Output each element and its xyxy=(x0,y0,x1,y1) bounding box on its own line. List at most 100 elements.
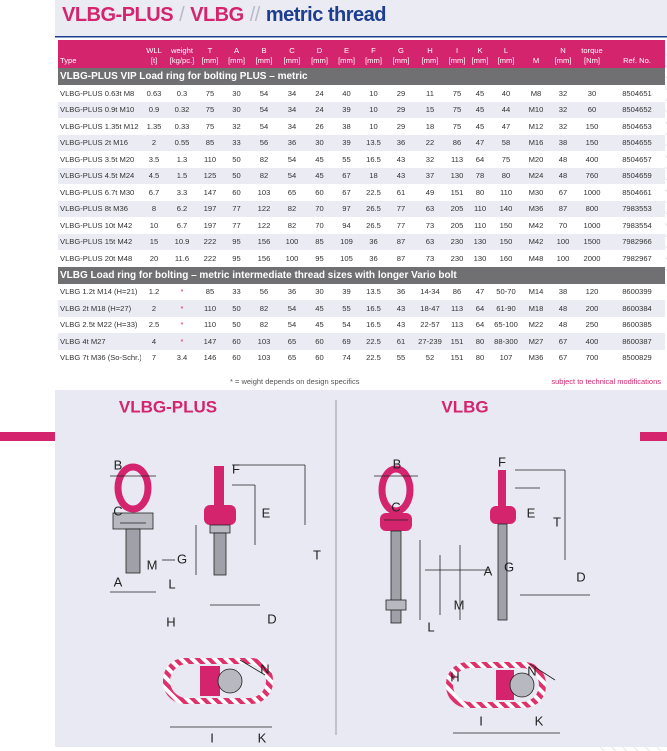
table-cell: 47 xyxy=(469,134,491,151)
table-cell: 36 xyxy=(387,134,415,151)
section-row: VLBG Load ring for bolting – metric inte… xyxy=(58,266,665,284)
table-row: VLBG-PLUS 15t M42 15 10.9 222 95 156 100 85 109 3… xyxy=(58,233,665,250)
table-cell: 75 xyxy=(445,101,469,118)
note: subject to technical modifications xyxy=(551,377,661,386)
table-cell: * xyxy=(167,300,197,317)
table-cell: 1.2 xyxy=(141,283,167,300)
table-cell: * xyxy=(167,333,197,350)
table-cell: 197 xyxy=(197,200,223,217)
table-cell: 110 xyxy=(197,300,223,317)
column-unit: [t] xyxy=(150,56,158,65)
table-cell: 27-239 xyxy=(415,333,445,350)
table-cell: 45 xyxy=(469,85,491,102)
table-cell: VLBG 1.2t M14 (H=21) xyxy=(58,283,141,300)
column-unit: [mm] xyxy=(255,56,273,65)
slash: / xyxy=(179,4,185,26)
table-cell: * xyxy=(167,316,197,333)
table-cell: 88-300 xyxy=(491,333,521,350)
table-cell: M8 xyxy=(521,85,551,102)
column-unit: [mm] xyxy=(421,56,439,65)
table-cell: 15 xyxy=(415,101,445,118)
dimension-label: K xyxy=(535,713,544,728)
table-cell: 10.9 xyxy=(167,233,197,250)
table-cell: 8600385 xyxy=(609,316,665,333)
table-cell: 86 xyxy=(445,134,469,151)
table-cell: 700 xyxy=(575,349,609,366)
table-cell: 87 xyxy=(387,250,415,267)
table-cell: 156 xyxy=(250,233,278,250)
table-cell: 45 xyxy=(306,300,333,317)
table-cell: 1.35 xyxy=(141,118,167,135)
column-header: N [mm] xyxy=(551,40,575,68)
table-cell: 61 xyxy=(387,333,415,350)
column-unit: [kg/pc.] xyxy=(169,56,195,65)
table-cell: 67 xyxy=(551,333,575,350)
table-cell: 77 xyxy=(223,217,250,234)
column-header: A [mm] xyxy=(223,40,250,68)
table-row: VLBG-PLUS 0.63t M8 0.63 0.3 75 30 54 34 24 40 10 2… xyxy=(58,85,665,102)
table-cell: 2 xyxy=(141,300,167,317)
table-row: VLBG-PLUS 1.35t M12 1.35 0.33 75 32 54 34 26 38 1… xyxy=(58,118,665,135)
table-cell: 13.5 xyxy=(360,283,387,300)
table-cell: 50 xyxy=(223,151,250,168)
table-cell: 0.63 xyxy=(141,85,167,102)
dimension-label: H xyxy=(166,614,175,629)
column-header: Type xyxy=(58,40,141,68)
table-cell: M36 xyxy=(521,200,551,217)
table-cell: 82 xyxy=(250,151,278,168)
table-cell: 24 xyxy=(306,85,333,102)
table-cell: 38 xyxy=(551,134,575,151)
table-cell: 54 xyxy=(333,316,360,333)
table-cell: 69 xyxy=(333,333,360,350)
table-cell: 54 xyxy=(250,118,278,135)
table-cell: 16.5 xyxy=(360,300,387,317)
table-cell: 34 xyxy=(278,118,306,135)
table-cell: 75 xyxy=(197,101,223,118)
dimension-label: D xyxy=(576,569,585,584)
dimension-label: T xyxy=(553,514,561,529)
table-row: VLBG-PLUS 2t M16 2 0.55 85 33 56 36 30 39 13.5 36 2… xyxy=(58,134,665,151)
table-cell: VLBG 4t M27 xyxy=(58,333,141,350)
table-cell: 156 xyxy=(250,250,278,267)
table-cell: VLBG-PLUS 15t M42 xyxy=(58,233,141,250)
table-cell: 150 xyxy=(575,118,609,135)
table-cell: 7 xyxy=(141,349,167,366)
table-cell: 1.5 xyxy=(167,167,197,184)
dimension-label: G xyxy=(177,551,187,566)
band xyxy=(640,432,667,441)
table-cell: 2 xyxy=(141,134,167,151)
table-cell: 7983553 xyxy=(609,200,665,217)
table-cell: VLBG-PLUS 8t M36 xyxy=(58,200,141,217)
table-cell: 10 xyxy=(360,101,387,118)
table-cell: 40 xyxy=(491,85,521,102)
table-row: VLBG 4t M27 4 * 147 60 103 65 60 69 22.5 61 27-239 1… xyxy=(58,333,665,350)
table-cell: 1000 xyxy=(575,217,609,234)
table-cell: 77 xyxy=(387,200,415,217)
table-cell: 150 xyxy=(491,233,521,250)
table-cell: M42 xyxy=(521,217,551,234)
table-cell: 75 xyxy=(445,85,469,102)
table-cell: 10 xyxy=(360,85,387,102)
title-part: metric thread xyxy=(265,4,387,26)
column-name: Ref. No. xyxy=(623,56,651,65)
column-header: WLL [t] xyxy=(141,40,167,68)
diagram-panel xyxy=(55,390,667,747)
column-unit: [Nm] xyxy=(583,56,601,65)
dimension-label: L xyxy=(427,619,434,634)
table-cell: 43 xyxy=(387,316,415,333)
table-cell: 58 xyxy=(491,134,521,151)
table-cell: VLBG-PLUS 0.63t M8 xyxy=(58,85,141,102)
dimension-label: B xyxy=(114,457,123,472)
dimension-label: C xyxy=(113,503,122,518)
table-cell: 8504659 xyxy=(609,167,665,184)
table-cell: 222 xyxy=(197,250,223,267)
table-cell: 45 xyxy=(306,316,333,333)
column-unit: [mm] xyxy=(471,56,489,65)
dimension-label: E xyxy=(527,505,536,520)
dimension-label: C xyxy=(391,499,400,514)
table-cell: 26.5 xyxy=(360,217,387,234)
table-cell: 0.32 xyxy=(167,101,197,118)
table-cell: 100 xyxy=(278,250,306,267)
table-cell: M42 xyxy=(521,233,551,250)
